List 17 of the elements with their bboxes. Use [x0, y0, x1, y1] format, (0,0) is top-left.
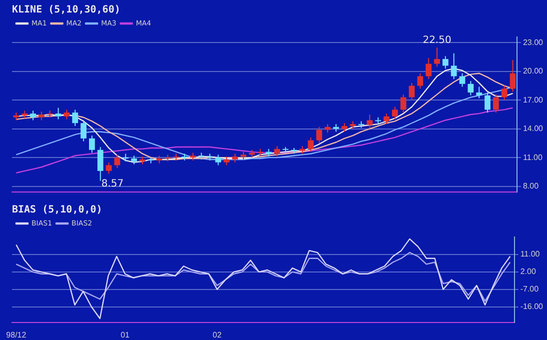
chart-title: KLINE (5,10,30,60)	[12, 4, 120, 16]
x-tick-label: 01	[120, 330, 130, 340]
x-tick-label: 02	[212, 330, 222, 340]
y-tick-label: -16.00	[520, 302, 544, 312]
y-tick-label: 20.00	[522, 66, 544, 76]
y-tick-label: 11.00	[520, 250, 540, 259]
y-tick-label: 23.00	[522, 38, 544, 47]
y-tick-label: -7.00	[520, 284, 540, 294]
annotation: 8.57	[101, 178, 124, 190]
y-tick-label: 8.00	[522, 181, 540, 190]
y-tick-label: 17.00	[522, 95, 544, 104]
chart-title: BIAS (5,10,0,0)	[12, 204, 102, 216]
y-tick-label: 14.00	[522, 124, 544, 134]
annotation: 22.50	[422, 35, 452, 46]
x-tick-label: 98/12	[6, 330, 27, 340]
y-tick-label: 11.00	[522, 152, 543, 162]
y-tick-label: 2.00	[520, 267, 536, 276]
